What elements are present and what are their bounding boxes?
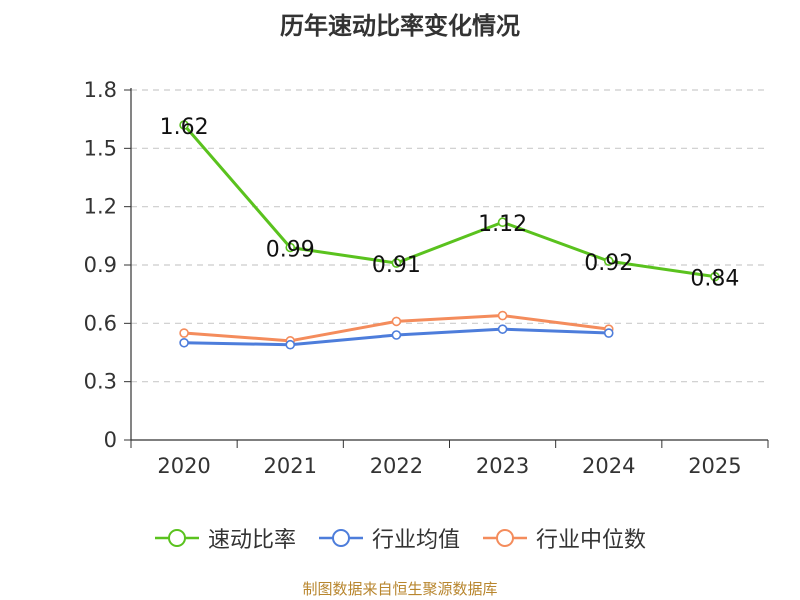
x-tick-label: 2021 xyxy=(264,454,317,478)
legend: 速动比率 行业均值 行业中位数 xyxy=(0,518,800,558)
data-point xyxy=(710,271,720,282)
y-tick-label: 0.3 xyxy=(84,370,117,394)
data-label: 1.12 xyxy=(478,212,527,237)
source-note: 制图数据来自恒生聚源数据库 xyxy=(302,580,498,598)
x-tick-label: 2022 xyxy=(370,454,423,478)
data-point xyxy=(497,217,508,228)
data-label: 0.91 xyxy=(372,253,421,278)
data-point xyxy=(179,328,189,338)
legend-item-quick-ratio[interactable]: 速动比率 xyxy=(154,522,296,554)
series-line xyxy=(182,124,716,279)
data-point xyxy=(391,330,402,340)
data-label: 1.62 xyxy=(160,115,209,140)
legend-marker-icon xyxy=(483,529,527,547)
legend-label: 速动比率 xyxy=(207,528,296,553)
y-tick-label: 1.2 xyxy=(84,195,117,219)
legend-item-industry-mean[interactable]: 行业均值 xyxy=(318,522,460,554)
data-label: 0.92 xyxy=(584,251,633,276)
data-point xyxy=(391,258,402,268)
data-point xyxy=(285,339,296,350)
y-tick-label: 0 xyxy=(104,428,117,452)
legend-label: 行业中位数 xyxy=(536,528,647,553)
x-tick-label: 2023 xyxy=(476,454,529,478)
data-point xyxy=(497,324,508,334)
axes: 0 0.3 0.6 0.9 1.2 1.5 1.8 2020 2021 2022 2023 2024 2… xyxy=(84,78,769,478)
data-point xyxy=(603,328,614,338)
data-label: 0.84 xyxy=(690,267,739,292)
data-label: 0.99 xyxy=(266,238,315,263)
data-labels: 1.62 0.99 0.91 1.12 0.92 0.84 xyxy=(160,115,740,292)
x-tick-label: 2024 xyxy=(582,454,635,478)
data-point xyxy=(497,310,508,321)
data-point xyxy=(603,256,614,266)
y-tick-label: 0.6 xyxy=(84,311,117,335)
x-tick-label: 2020 xyxy=(157,454,210,478)
x-tick-label: 2025 xyxy=(688,454,741,478)
grid-lines xyxy=(131,89,768,383)
series-lines xyxy=(179,120,720,350)
y-tick-label: 0.9 xyxy=(84,253,117,277)
data-point xyxy=(179,337,189,348)
chart-title: 历年速动比率变化情况 xyxy=(280,12,520,40)
legend-label: 行业均值 xyxy=(371,528,460,553)
legend-marker-icon xyxy=(154,529,199,547)
legend-item-industry-median[interactable]: 行业中位数 xyxy=(482,522,646,554)
y-tick-label: 1.8 xyxy=(84,78,117,102)
data-point xyxy=(179,120,189,130)
data-point xyxy=(285,242,296,253)
legend-marker-icon xyxy=(318,529,363,547)
data-point xyxy=(391,316,402,327)
y-tick-label: 1.5 xyxy=(84,136,117,160)
